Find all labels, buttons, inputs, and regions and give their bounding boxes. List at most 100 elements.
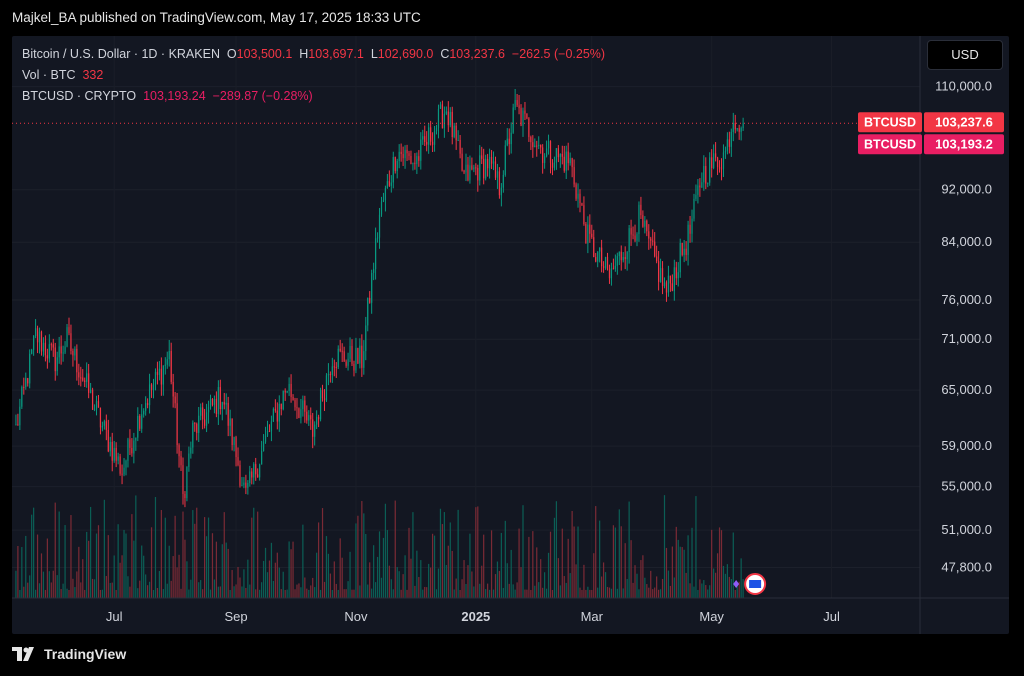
volume-bar	[722, 565, 725, 598]
candle-body	[38, 331, 41, 343]
volume-bar	[557, 558, 559, 598]
candle-body	[46, 355, 48, 359]
volume-bar	[164, 517, 166, 598]
legend-volume-value: 332	[82, 68, 104, 82]
volume-bar	[459, 589, 461, 598]
volume-bar	[634, 565, 636, 598]
volume-bar	[93, 579, 96, 598]
volume-bar	[42, 571, 45, 598]
chart-panel[interactable]: 110,000.0 92,000.0 84,000.0 76,000.0 71,000.…	[12, 36, 1009, 634]
time-axis-label: May	[699, 609, 724, 624]
legend-ohlc-row: Bitcoin / U.S. Dollar · 1D · KRAKEN O103…	[22, 44, 605, 65]
candle-body	[255, 464, 257, 475]
candle-body	[508, 138, 510, 145]
candle-body	[91, 389, 94, 410]
volume-bar	[58, 511, 60, 598]
volume-bar	[373, 545, 375, 598]
volume-bar	[718, 527, 721, 598]
candle-body	[557, 148, 559, 158]
candle-body	[490, 156, 493, 164]
volume-bar	[198, 582, 200, 598]
candle-body	[656, 256, 658, 262]
legend-volume-row: Vol · BTC 332	[22, 65, 605, 86]
price-axis-label: 59,000.0	[941, 438, 992, 453]
candle-body	[734, 123, 736, 130]
candle-body	[677, 272, 679, 279]
volume-bar	[720, 530, 723, 598]
candle-body	[685, 248, 687, 255]
volume-bar	[145, 574, 147, 598]
volume-bar	[545, 588, 548, 598]
candle-body	[577, 193, 579, 199]
candle-body	[626, 252, 628, 260]
volume-bar	[237, 566, 239, 598]
candle-body	[148, 384, 151, 406]
candle-body	[84, 380, 86, 382]
volume-bar	[270, 542, 273, 598]
time-axis-label: Nov	[344, 609, 368, 624]
volume-bar	[202, 589, 204, 598]
volume-bar	[657, 589, 660, 598]
price-chart[interactable]: 110,000.0 92,000.0 84,000.0 76,000.0 71,000.…	[12, 36, 1009, 634]
volume-bar	[597, 587, 599, 598]
volume-bar	[29, 575, 31, 598]
candle-body	[237, 457, 239, 466]
volume-bar	[677, 539, 679, 598]
volume-bar	[82, 559, 84, 598]
volume-bar	[17, 546, 19, 598]
volume-bar	[54, 502, 56, 598]
candle-body	[337, 348, 339, 368]
candle-body	[449, 111, 451, 126]
volume-bar	[180, 588, 182, 598]
candle-body	[563, 156, 565, 171]
candle-body	[42, 342, 45, 352]
volume-bar	[166, 583, 168, 598]
candle-body	[86, 373, 88, 382]
candle-body	[400, 151, 402, 155]
volume-bar	[669, 585, 672, 598]
volume-bar	[374, 582, 377, 598]
candle-body	[115, 447, 117, 461]
candle-body	[27, 378, 29, 384]
candle-body	[80, 377, 82, 379]
volume-bar	[479, 583, 481, 598]
flag-us-event-icon-fill	[749, 580, 762, 588]
candle-body	[302, 400, 304, 410]
candle-body	[386, 181, 388, 189]
volume-bar	[410, 558, 412, 598]
volume-bar	[276, 552, 278, 598]
candle-body	[168, 351, 170, 360]
candle-body	[211, 398, 214, 405]
volume-bar	[465, 583, 467, 598]
candle-body	[198, 415, 200, 433]
volume-bar	[467, 565, 469, 598]
volume-bar	[530, 589, 532, 598]
candle-body	[64, 346, 66, 353]
candle-body	[207, 406, 210, 413]
candle-body	[209, 398, 212, 407]
volume-bar	[194, 523, 196, 598]
volume-bar	[15, 570, 17, 598]
volume-bar	[512, 584, 514, 598]
volume-bar	[451, 550, 453, 598]
candle-body	[90, 389, 92, 393]
candle-body	[544, 156, 546, 163]
candle-body	[542, 147, 544, 163]
price-tag: BTCUSD 103,193.2	[858, 134, 1004, 155]
volume-bar	[296, 584, 298, 598]
currency-selector-button[interactable]: USD	[927, 40, 1003, 70]
candle-body	[663, 282, 666, 287]
volume-bar	[107, 535, 109, 598]
volume-bar	[333, 561, 335, 598]
candle-body	[31, 349, 33, 354]
candle-body	[52, 344, 54, 348]
candle-body	[435, 127, 438, 132]
volume-bar	[70, 515, 72, 598]
volume-bar	[172, 556, 174, 598]
candle-body	[213, 398, 216, 405]
volume-bar	[439, 508, 442, 598]
volume-bar	[323, 581, 326, 598]
candle-body	[229, 418, 231, 426]
volume-bar	[19, 589, 21, 598]
